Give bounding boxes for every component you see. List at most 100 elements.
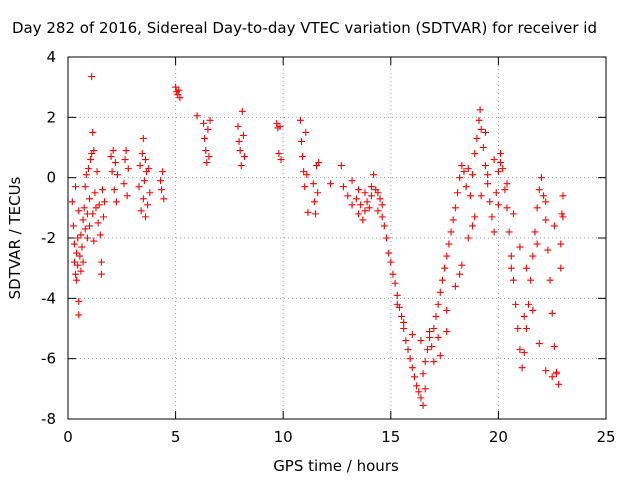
data-point (490, 228, 498, 236)
data-point (542, 367, 550, 375)
data-point (497, 159, 505, 167)
data-point (121, 156, 129, 164)
data-point (479, 144, 487, 151)
data-point (79, 258, 87, 266)
data-point (555, 380, 563, 388)
data-point (469, 171, 477, 179)
data-point (361, 189, 369, 197)
data-point (136, 162, 144, 170)
data-point (451, 282, 459, 290)
data-point (84, 165, 92, 173)
data-point (477, 192, 485, 200)
data-point (111, 159, 119, 167)
data-point (436, 288, 444, 296)
data-point (410, 373, 418, 381)
data-point (466, 192, 474, 200)
data-point (436, 352, 444, 360)
data-point (464, 234, 472, 242)
data-point (544, 246, 552, 254)
data-point (200, 119, 208, 127)
data-point (430, 358, 438, 366)
data-point (300, 168, 308, 176)
x-tick-label: 20 (489, 428, 508, 446)
data-point (234, 122, 242, 130)
data-point (509, 210, 517, 218)
data-point (240, 153, 248, 161)
data-point (529, 252, 537, 260)
data-point (74, 261, 82, 269)
data-point (501, 186, 509, 194)
data-point (481, 128, 489, 136)
data-point (473, 134, 481, 142)
grid (68, 57, 606, 419)
data-point (81, 183, 89, 191)
data-point (421, 385, 429, 393)
data-point (77, 267, 85, 275)
data-point (78, 243, 86, 251)
data-point (421, 358, 429, 366)
data-point (393, 291, 401, 299)
data-point (434, 300, 442, 308)
y-tick-label: -2 (41, 229, 56, 247)
data-point (476, 106, 484, 114)
data-point (550, 222, 558, 230)
data-point (138, 150, 146, 158)
data-point (471, 213, 479, 221)
data-point (546, 276, 554, 284)
data-point (304, 208, 312, 216)
y-tick-label: -4 (41, 289, 56, 307)
data-point (344, 192, 352, 200)
data-point (520, 349, 528, 357)
data-point (137, 207, 145, 215)
data-point (77, 231, 85, 239)
data-point (516, 346, 524, 354)
data-point (531, 228, 539, 236)
x-axis: 0 5 10 15 20 25 (63, 57, 616, 446)
data-point (352, 195, 360, 203)
data-point (73, 276, 81, 284)
data-points (68, 73, 567, 409)
data-point (400, 325, 408, 332)
data-point (112, 198, 120, 206)
data-point (303, 171, 311, 179)
data-point (527, 276, 535, 284)
data-point (75, 207, 83, 215)
data-point (203, 159, 211, 167)
data-point (301, 183, 309, 191)
data-point (451, 204, 459, 212)
data-point (75, 297, 83, 305)
data-point (100, 213, 108, 221)
data-point (428, 343, 436, 351)
data-point (462, 183, 470, 191)
data-point (512, 300, 520, 308)
data-point (309, 180, 317, 188)
data-point (432, 312, 440, 320)
data-point (79, 216, 87, 224)
data-point (176, 94, 184, 102)
data-point (454, 189, 462, 197)
x-tick-label: 15 (381, 428, 400, 446)
data-point (95, 201, 103, 209)
data-point (400, 318, 408, 326)
data-point (107, 153, 115, 161)
data-point (503, 204, 511, 212)
data-point (73, 249, 81, 257)
data-point (277, 156, 285, 164)
data-point (355, 186, 363, 194)
data-point (94, 219, 102, 227)
data-point (559, 213, 567, 221)
data-point (327, 180, 335, 188)
data-point (497, 150, 505, 158)
data-point (238, 107, 246, 115)
data-point (82, 171, 90, 179)
data-point (404, 346, 412, 354)
data-point (374, 207, 382, 215)
data-point (97, 258, 105, 266)
data-point (417, 394, 425, 402)
data-point (475, 116, 483, 124)
data-point (522, 264, 530, 272)
data-point (492, 189, 500, 197)
data-point (172, 83, 180, 91)
data-point (503, 180, 511, 188)
data-point (557, 240, 565, 248)
